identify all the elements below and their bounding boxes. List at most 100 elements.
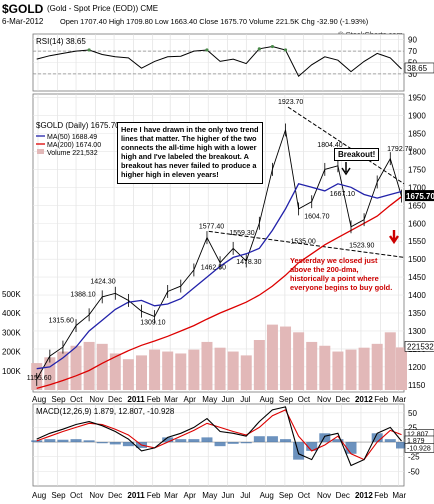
volume-bar xyxy=(149,349,161,390)
rsi-tick-label: 70 xyxy=(408,47,417,56)
price-x-tick-label: Sep xyxy=(51,395,66,404)
price-annotation: 1523.90 xyxy=(349,243,374,250)
macd-title: MACD(12,26,9) 1.879, 12.807, -10.928 xyxy=(36,407,175,416)
macd-tick-label: 50 xyxy=(408,409,417,418)
macd-x-tick-label: Nov xyxy=(89,491,103,500)
price-tick-label: 1850 xyxy=(408,129,426,138)
price-x-tick-label: Dec xyxy=(336,395,350,404)
price-annotation: 1315.60 xyxy=(49,317,74,324)
macd-histogram-bar xyxy=(384,439,396,443)
price-tick-label: 1500 xyxy=(408,255,426,264)
price-x-tick-label: 2011 xyxy=(127,395,145,404)
volume-bar xyxy=(332,351,344,390)
volume-bar xyxy=(57,351,69,390)
macd-tick-label: -50 xyxy=(408,467,420,476)
legend-volume-swatch xyxy=(37,149,44,154)
macd-histogram-bar xyxy=(162,437,174,443)
legend-volume: Volume 221,532 xyxy=(47,150,98,157)
rsi-title: RSI(14) 38.65 xyxy=(36,37,86,46)
volume-bar xyxy=(44,357,56,390)
price-tick-label: 1400 xyxy=(408,291,426,300)
price-x-tick-label: Mar xyxy=(392,395,406,404)
price-last-box xyxy=(405,190,434,202)
volume-bar xyxy=(396,347,408,390)
breakout-box: Breakout! xyxy=(334,148,380,161)
volume-last-label: 221532 xyxy=(407,342,434,351)
price-annotation: 1424.30 xyxy=(90,278,115,285)
macd-histogram-bar xyxy=(122,442,134,447)
macd-x-tick-label: Aug xyxy=(260,491,274,500)
price-tick-label: 1750 xyxy=(408,165,426,174)
rsi-overbought-mark xyxy=(283,48,288,52)
price-tick-label: 1950 xyxy=(408,94,426,103)
trend-line-1 xyxy=(208,230,405,258)
volume-bar xyxy=(70,345,82,390)
macd-histogram-bar xyxy=(44,439,56,443)
macd-x-tick-label: Apr xyxy=(184,491,197,500)
macd-x-tick-label: Sep xyxy=(51,491,66,500)
volume-bar xyxy=(266,324,278,390)
chart-symbol: $GOLD xyxy=(2,2,44,16)
volume-bar xyxy=(83,341,95,390)
price-tick-label: 1350 xyxy=(408,309,426,318)
note-text-red: Yesterday we closed just above the 200-d… xyxy=(290,256,393,292)
macd-x-tick-label: Oct xyxy=(298,491,311,500)
price-x-tick-label: Sep xyxy=(279,395,294,404)
note-box: Here I have drawn in the only two trend … xyxy=(117,122,263,184)
volume-bar xyxy=(293,332,305,390)
volume-bar xyxy=(188,349,200,390)
price-x-tick-label: Jul xyxy=(240,395,250,404)
volume-tick-label: 200K xyxy=(2,348,21,357)
price-tick-label: 1450 xyxy=(408,273,426,282)
macd-histogram-bar xyxy=(57,439,69,443)
note-box-red: Yesterday we closed just above the 200-d… xyxy=(290,256,398,292)
price-annotation: 1309.10 xyxy=(140,320,165,327)
macd-histogram-bar xyxy=(109,442,121,445)
macd-x-tick-label: Mar xyxy=(392,491,406,500)
macd-histogram-bar xyxy=(214,442,226,447)
macd-x-tick-label: May xyxy=(202,491,217,500)
macd-histogram-bar xyxy=(253,436,265,443)
price-x-tick-label: Oct xyxy=(70,395,83,404)
chart-name: (Gold - Spot Price (EOD)) CME xyxy=(47,4,159,13)
chart-date: 6-Mar-2012 xyxy=(2,17,44,26)
volume-bar xyxy=(96,343,108,390)
price-tick-label: 1800 xyxy=(408,147,426,156)
macd-histogram-bar xyxy=(319,433,331,443)
price-x-tick-label: Jun xyxy=(222,395,235,404)
macd-line xyxy=(36,406,402,467)
price-x-tick-label: Nov xyxy=(89,395,103,404)
price-x-tick-label: Feb xyxy=(147,395,161,404)
note-text: Here I have drawn in the only two trend … xyxy=(121,125,259,179)
price-x-tick-label: May xyxy=(202,395,217,404)
red-arrow-icon xyxy=(389,230,399,245)
price-annotation: 1604.70 xyxy=(304,214,329,221)
macd-x-tick-label: Aug xyxy=(32,491,46,500)
macd-histogram-bar xyxy=(293,442,305,460)
price-x-tick-label: Oct xyxy=(298,395,311,404)
macd-histogram-bar xyxy=(188,439,200,443)
macd-tick-label: -25 xyxy=(408,453,420,462)
price-tick-label: 1200 xyxy=(408,363,426,372)
rsi-overbought-mark xyxy=(205,48,209,52)
volume-bar xyxy=(214,347,226,390)
rsi-last-label: 38.65 xyxy=(407,64,428,73)
price-tick-label: 1300 xyxy=(408,327,426,336)
macd-x-tick-label: 2011 xyxy=(127,491,145,500)
volume-bar xyxy=(306,341,318,390)
price-annotation: 1559.30 xyxy=(229,230,254,237)
macd-x-tick-label: Jul xyxy=(240,491,250,500)
macd-histogram-bar xyxy=(396,442,408,449)
macd-histogram-bar xyxy=(332,439,344,443)
volume-tick-label: 500K xyxy=(2,290,21,299)
volume-bar xyxy=(227,351,239,390)
price-x-tick-label: Dec xyxy=(108,395,122,404)
rsi-overbought-mark xyxy=(270,44,275,49)
volume-bar xyxy=(162,351,174,390)
macd-histogram-bar xyxy=(31,440,43,443)
rsi-overbought-mark xyxy=(87,48,91,52)
rsi-tick-label: 30 xyxy=(408,70,417,79)
price-annotation: 1462.50 xyxy=(201,265,226,272)
volume-bar xyxy=(319,345,331,390)
